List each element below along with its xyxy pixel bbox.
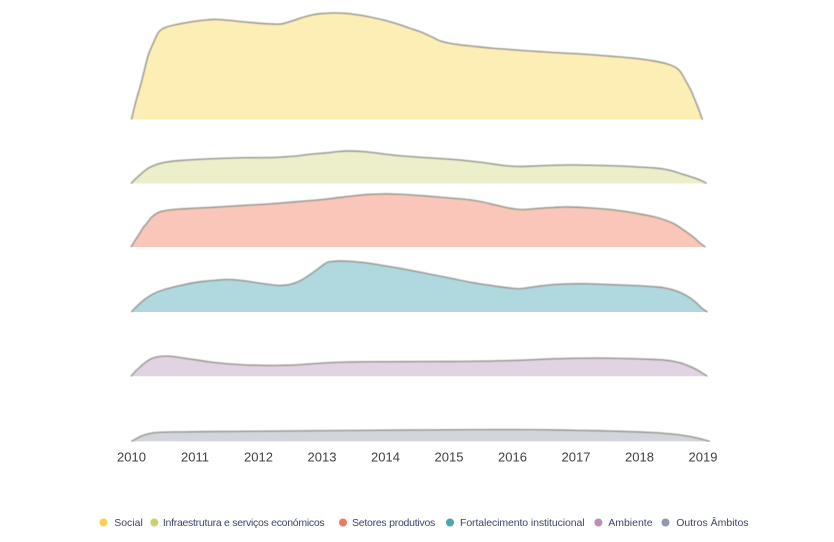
svg-text:Ambiente: Ambiente: [608, 517, 653, 529]
svg-text:2014: 2014: [371, 450, 400, 465]
svg-text:2013: 2013: [308, 450, 337, 465]
svg-text:2015: 2015: [435, 450, 464, 465]
svg-text:2016: 2016: [498, 450, 527, 465]
svg-text:2019: 2019: [689, 450, 718, 465]
svg-text:2010: 2010: [117, 450, 146, 465]
svg-text:2012: 2012: [244, 450, 273, 465]
svg-text:Infraestrutura e serviços econ: Infraestrutura e serviços económicos: [163, 517, 325, 529]
svg-text:Social: Social: [114, 517, 143, 529]
svg-text:Outros Âmbitos: Outros Âmbitos: [676, 516, 748, 529]
svg-text:Fortalecimento institucional: Fortalecimento institucional: [460, 517, 584, 529]
svg-text:2011: 2011: [181, 450, 209, 465]
svg-text:Setores produtivos: Setores produtivos: [352, 517, 435, 529]
svg-text:2017: 2017: [562, 450, 591, 465]
svg-text:2018: 2018: [625, 450, 654, 465]
